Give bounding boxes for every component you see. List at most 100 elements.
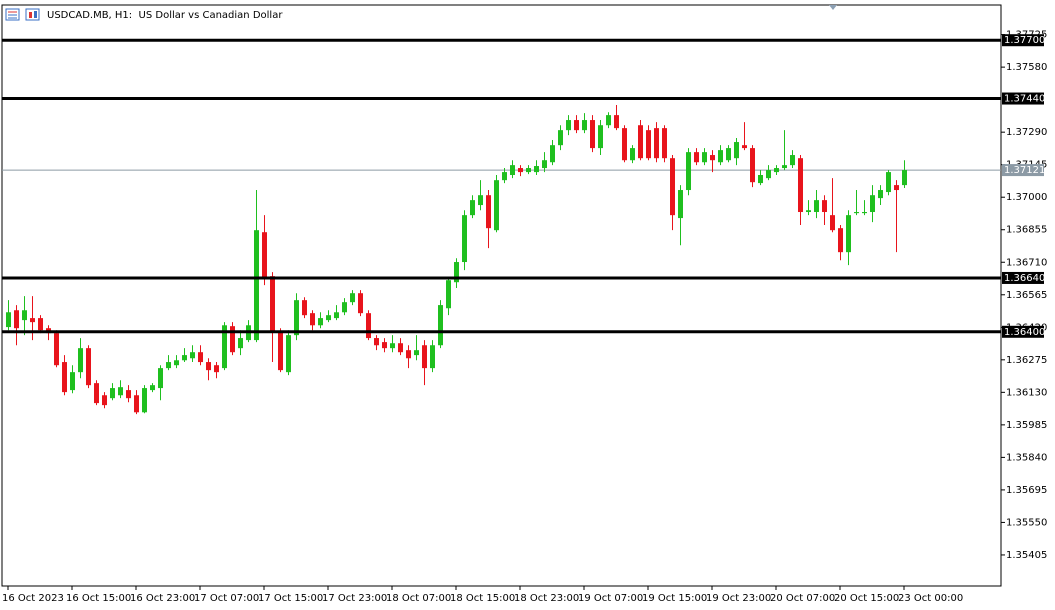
candle-body: [678, 190, 683, 219]
candle-body: [254, 230, 259, 341]
candle-body: [310, 313, 315, 326]
candle-body: [182, 355, 187, 361]
candle-body: [62, 362, 67, 393]
price-label: 1.37121: [1004, 165, 1045, 176]
candle-body: [358, 293, 363, 314]
candle-body: [462, 215, 467, 263]
candle-body: [366, 313, 371, 339]
candle-body: [422, 345, 427, 369]
level-label-box: [1002, 92, 1044, 105]
candle-body: [598, 125, 603, 149]
x-tick-label: 18 Oct 23:00: [514, 593, 579, 604]
x-tick-label: 18 Oct 07:00: [386, 593, 451, 604]
candle-body: [350, 293, 355, 303]
candle-body: [94, 383, 99, 404]
candle-body: [430, 345, 435, 369]
candle-body: [622, 128, 627, 161]
candle-body: [790, 155, 795, 166]
candle-body: [734, 142, 739, 159]
y-tick-label: 1.35695: [1006, 485, 1047, 496]
candle-body: [854, 212, 859, 214]
level-label-box: [1002, 271, 1044, 284]
candle-body: [14, 310, 19, 329]
candle-body: [166, 362, 171, 369]
y-tick-label: 1.36855: [1006, 225, 1047, 236]
candle-body: [102, 395, 107, 406]
candle-body: [70, 372, 75, 391]
candle-body: [214, 365, 219, 373]
candle-body: [318, 318, 323, 326]
candle-body: [342, 302, 347, 313]
y-tick-label: 1.35550: [1006, 517, 1047, 528]
x-tick-label: 16 Oct 2023: [2, 593, 64, 604]
candle-body: [750, 148, 755, 183]
level-label: 1.36640: [1004, 273, 1045, 284]
icon-chart: [25, 8, 40, 21]
candle-body: [374, 338, 379, 346]
candle-body: [206, 362, 211, 371]
candle-body: [662, 128, 667, 159]
candle-body: [6, 312, 11, 328]
candle-body: [814, 200, 819, 213]
candle-body: [886, 172, 891, 193]
candle-body: [726, 148, 731, 161]
candle-body: [782, 165, 787, 169]
candle-body: [278, 332, 283, 371]
candle-body: [222, 325, 227, 369]
level-label: 1.37700: [1004, 35, 1045, 46]
candle-body: [38, 318, 43, 331]
candle-body: [838, 228, 843, 253]
candle-body: [150, 385, 155, 391]
candle-body: [470, 200, 475, 216]
candle-body: [614, 115, 619, 129]
y-tick-label: 1.36130: [1006, 387, 1047, 398]
candle-body: [438, 305, 443, 346]
candle-body: [510, 165, 515, 176]
y-tick-label: 1.36710: [1006, 257, 1047, 268]
candle-body: [582, 120, 587, 131]
candle-body: [110, 388, 115, 399]
plot-frame: [1, 4, 1002, 587]
candle-body: [670, 158, 675, 216]
candle-body: [518, 168, 523, 173]
candle-body: [270, 276, 275, 333]
candle-body: [766, 170, 771, 179]
candle-body: [638, 125, 643, 159]
candle-body: [326, 315, 331, 321]
level-label-box: [1002, 325, 1044, 338]
candle-body: [630, 148, 635, 161]
candle-body: [198, 352, 203, 363]
price-label-box: [1002, 164, 1044, 177]
candle-body: [398, 343, 403, 353]
x-tick-label: 19 Oct 15:00: [642, 593, 707, 604]
candle-body: [230, 326, 235, 353]
x-tick-label: 16 Oct 15:00: [66, 593, 131, 604]
candle-body: [702, 152, 707, 163]
candle-body: [654, 128, 659, 159]
x-tick-label: 18 Oct 15:00: [450, 593, 515, 604]
candle-body: [694, 152, 699, 163]
x-tick-label: 17 Oct 15:00: [258, 593, 323, 604]
candle-body: [262, 232, 267, 279]
candle-body: [558, 130, 563, 146]
candle-body: [382, 342, 387, 349]
candle-body: [718, 150, 723, 163]
candle-body: [486, 195, 491, 229]
candle-body: [22, 310, 27, 321]
candle-body: [542, 160, 547, 169]
y-tick-label: 1.36275: [1006, 355, 1047, 366]
candle-body: [414, 350, 419, 356]
level-label: 1.37440: [1004, 94, 1045, 105]
candle-body: [54, 333, 59, 366]
candle-body: [574, 120, 579, 131]
x-tick-label: 19 Oct 07:00: [578, 593, 643, 604]
candle-body: [526, 168, 531, 173]
candle-body: [174, 360, 179, 366]
candle-body: [686, 152, 691, 191]
y-tick-label: 1.37580: [1006, 62, 1047, 73]
candle-body: [710, 155, 715, 161]
candle-body: [390, 343, 395, 349]
candle-body: [190, 352, 195, 359]
candle-body: [494, 180, 499, 231]
